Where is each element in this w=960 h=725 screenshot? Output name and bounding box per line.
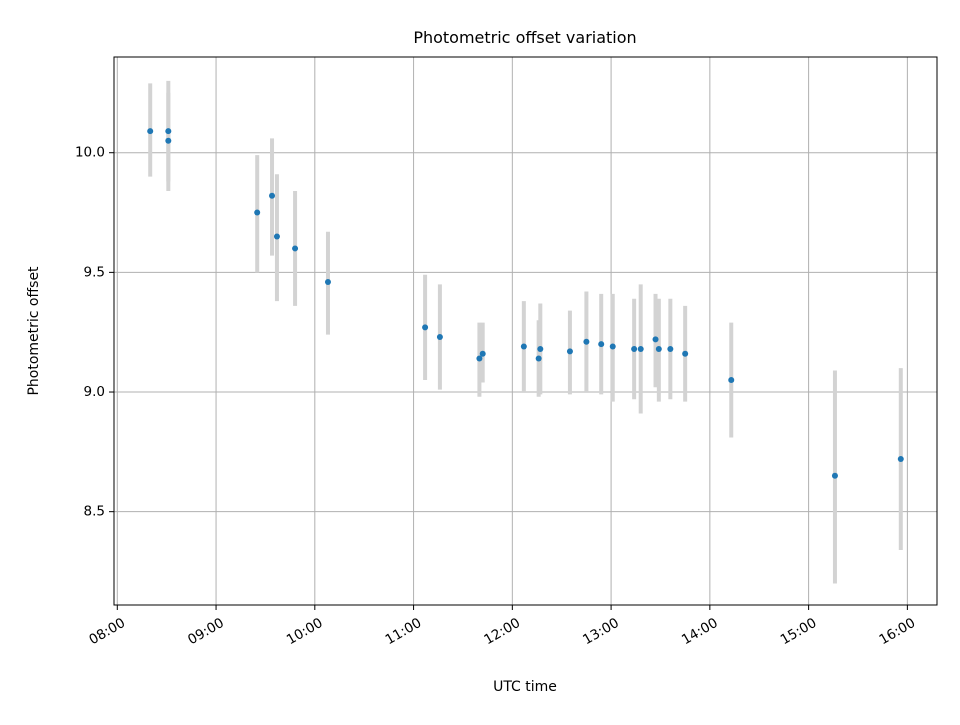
data-point <box>520 343 527 350</box>
data-point <box>479 350 486 357</box>
data-point <box>422 324 429 331</box>
data-point <box>655 345 662 352</box>
data-point <box>583 338 590 345</box>
x-axis-label: UTC time <box>493 679 557 695</box>
data-point <box>831 472 838 479</box>
data-point <box>476 355 483 362</box>
y-tick-label: 8.5 <box>84 504 105 520</box>
data-point <box>566 348 573 355</box>
data-point <box>436 333 443 340</box>
data-point <box>652 336 659 343</box>
data-point <box>292 245 299 252</box>
y-axis-ticks: 8.5 9.0 9.5 10.0 <box>75 145 114 520</box>
y-tick-label: 9.5 <box>84 264 105 280</box>
data-point <box>273 233 280 240</box>
data-point <box>165 128 172 135</box>
data-point <box>609 343 616 350</box>
data-points <box>147 128 904 479</box>
data-point <box>147 128 154 135</box>
y-axis-label: Photometric offset <box>26 266 42 396</box>
data-point <box>897 456 904 463</box>
y-tick-label: 10.0 <box>75 145 105 161</box>
data-point <box>535 355 542 362</box>
data-point <box>269 192 276 199</box>
data-point <box>537 345 544 352</box>
data-point <box>324 278 331 285</box>
y-tick-label: 9.0 <box>84 384 105 400</box>
plot-frame <box>113 56 938 606</box>
data-point <box>165 137 172 144</box>
data-point <box>667 345 674 352</box>
data-point <box>682 350 689 357</box>
data-point <box>728 377 735 384</box>
data-point <box>631 345 638 352</box>
data-point <box>637 345 644 352</box>
data-point <box>254 209 261 216</box>
chart-title: Photometric offset variation <box>413 28 636 47</box>
data-point <box>598 341 605 348</box>
